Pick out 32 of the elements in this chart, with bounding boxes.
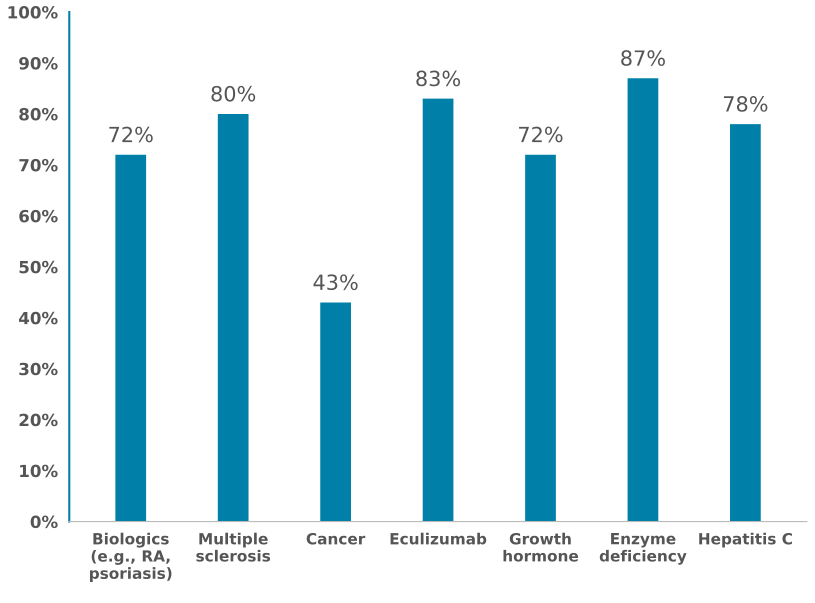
bar [730,124,761,522]
y-tick-label: 90% [19,56,58,70]
y-tick-label: 20% [20,414,58,426]
x-tick-label: Multiple sclerosis [196,532,270,562]
x-tick-label: Hepatitis C [699,532,792,548]
y-tick-label: 40% [19,312,58,324]
bar [422,98,454,522]
data-label: 72% [109,126,153,142]
x-tick-label: Cancer [306,532,366,545]
data-label: 83% [416,70,460,86]
x-tick-label: Enzyme deficiency [600,533,687,565]
data-label: 43% [313,274,358,290]
y-tick-label: 60% [19,210,58,222]
x-tick-label: Growth hormone [504,532,578,562]
y-tick-label: 100% [8,6,58,19]
x-tick-label: Biologics (e.g., RA, psoriasis) [90,532,172,582]
bar [628,78,658,522]
y-tick-label: 70% [19,158,58,172]
data-label: 72% [519,126,563,142]
data-label: 78% [724,96,768,112]
y-tick-label: 50% [20,260,58,274]
bar [115,154,146,522]
data-label: 87% [621,50,665,66]
y-tick-label: 80% [19,108,58,121]
y-tick-label: 10% [20,464,58,478]
x-tick-label: Eculizumab [390,532,486,545]
y-tick-label: 0% [30,516,58,528]
bar [320,302,351,522]
bar [218,114,249,522]
bar [525,154,556,522]
data-label: 80% [211,86,256,102]
y-tick-label: 30% [19,362,58,376]
